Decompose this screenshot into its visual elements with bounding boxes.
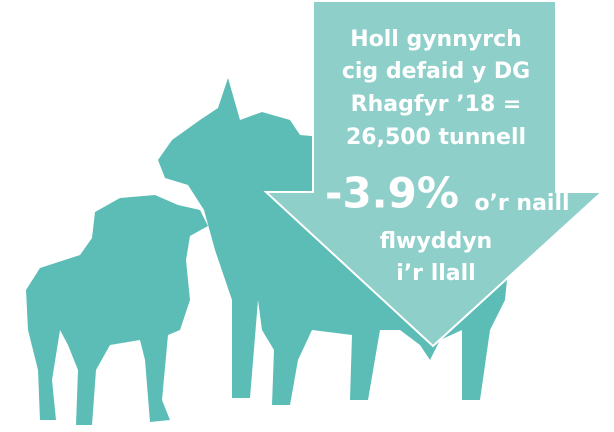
change-figure: -3.9% <box>325 169 459 218</box>
headline-line: Holl gynnyrch <box>350 27 522 52</box>
headline-line: Rhagfyr ’18 = <box>351 92 522 117</box>
change-line: i’r llall <box>396 261 475 286</box>
down-arrow <box>263 0 605 348</box>
headline-line: cig defaid y DG <box>342 59 530 84</box>
change-line: o’r naill <box>474 191 569 216</box>
headline-line: 26,500 tunnell <box>346 125 526 150</box>
change-line: flwyddyn <box>380 229 492 254</box>
lamb <box>26 195 208 425</box>
